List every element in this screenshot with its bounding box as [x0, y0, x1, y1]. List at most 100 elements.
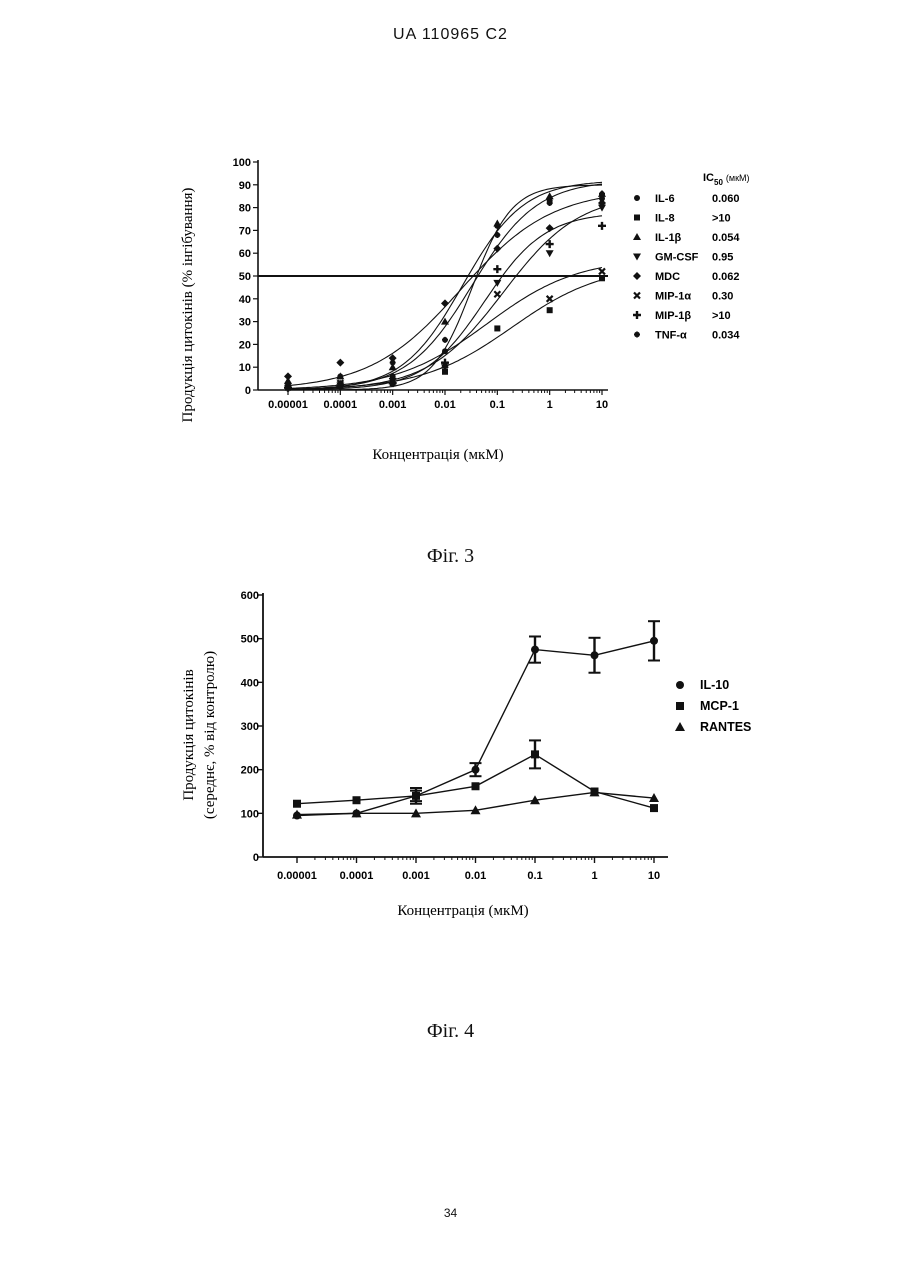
legend-marker — [634, 293, 640, 299]
y-tick-label: 600 — [241, 590, 259, 602]
figure-3-chart: 01020304050607080901000.000010.00010.001… — [0, 0, 901, 520]
legend-label: TNF-α — [655, 330, 687, 342]
y-tick-label: 80 — [239, 203, 251, 215]
legend: IC50(мкМ) IL-6 0.060 IL-8 >10 IL-1β 0.054 GM-CS… — [633, 172, 750, 342]
x-tick-label: 0.01 — [434, 399, 455, 411]
legend-label: MIP-1α — [655, 291, 691, 303]
legend-marker — [634, 195, 640, 201]
legend-label: IL-6 — [655, 193, 675, 205]
data-point — [442, 337, 448, 343]
legend-ic50: >10 — [712, 213, 731, 225]
data-point — [412, 792, 420, 800]
data-point — [493, 265, 501, 273]
x-tick-label: 0.00001 — [268, 399, 308, 411]
legend-header-sub: 50 — [714, 178, 723, 187]
figure-4-chart: 01002003004005006000.000010.00010.0010.0… — [0, 560, 901, 940]
data-point — [353, 796, 361, 804]
data-point — [591, 651, 599, 659]
x-tick-label: 0.001 — [402, 870, 430, 882]
x-axis-title: Концентрація (мкМ) — [397, 903, 528, 919]
series-2 — [284, 182, 606, 389]
data-point — [531, 750, 539, 758]
y-axis-title-line2: (середнє, % від контролю) — [202, 651, 218, 819]
x-tick-label: 0.1 — [490, 399, 505, 411]
legend-marker — [633, 272, 641, 280]
y-tick-label: 100 — [233, 157, 251, 169]
y-tick-label: 90 — [239, 180, 251, 192]
legend-ic50: 0.060 — [712, 193, 740, 205]
y-tick-label: 50 — [239, 271, 251, 283]
y-axis-title-line1: Продукція цитокінів — [181, 669, 197, 800]
x-tick-label: 0.00001 — [277, 870, 317, 882]
x-tick-label: 0.1 — [527, 870, 542, 882]
legend-label: MDC — [655, 271, 680, 283]
legend-marker — [676, 702, 684, 710]
x-tick-label: 0.001 — [379, 399, 407, 411]
x-tick-label: 1 — [547, 399, 553, 411]
data-point — [441, 299, 449, 307]
y-tick-label: 500 — [241, 634, 259, 646]
x-tick-label: 10 — [648, 870, 660, 882]
legend-label: MCP-1 — [700, 699, 739, 713]
y-tick-label: 10 — [239, 362, 251, 374]
fit-curve — [288, 184, 602, 389]
data-point — [284, 372, 292, 380]
legend-label: IL-10 — [700, 678, 729, 692]
figure-4-caption: Фіг. 4 — [0, 1020, 901, 1043]
legend-header-unit: (мкМ) — [726, 173, 750, 183]
legend-marker — [634, 215, 640, 221]
x-tick-label: 0.0001 — [324, 399, 358, 411]
data-point — [599, 275, 605, 281]
legend-marker — [675, 722, 685, 731]
data-point — [472, 782, 480, 790]
data-point — [494, 291, 500, 297]
data-point — [531, 646, 539, 654]
data-point — [390, 360, 396, 366]
legend-marker — [633, 254, 641, 261]
data-point — [336, 359, 344, 367]
data-point — [547, 296, 553, 302]
legend-marker — [634, 332, 640, 338]
data-point — [650, 637, 658, 645]
fit-curve — [288, 198, 602, 386]
legend-ic50: 0.30 — [712, 291, 733, 303]
y-tick-label: 0 — [253, 852, 259, 864]
data-point — [598, 222, 606, 230]
x-tick-label: 1 — [591, 870, 597, 882]
series-2 — [292, 787, 659, 818]
y-tick-label: 200 — [241, 765, 259, 777]
data-point — [293, 800, 301, 808]
data-point — [493, 220, 501, 227]
y-tick-label: 20 — [239, 339, 251, 351]
y-axis-title: Продукція цитокінів (% інгібування) — [180, 188, 196, 423]
series-1 — [285, 275, 605, 390]
legend-label: IL-8 — [655, 213, 675, 225]
legend-label: IL-1β — [655, 232, 682, 244]
y-tick-label: 30 — [239, 317, 251, 329]
y-tick-label: 300 — [241, 721, 259, 733]
series-4 — [284, 198, 606, 386]
x-axis-title: Концентрація (мкМ) — [372, 447, 503, 463]
legend-ic50: 0.062 — [712, 271, 740, 283]
legend-marker — [633, 233, 641, 240]
data-point — [547, 307, 553, 313]
y-tick-label: 100 — [241, 808, 259, 820]
page-number: 34 — [0, 1206, 901, 1220]
legend: IL-10 MCP-1 RANTES — [675, 678, 751, 734]
y-tick-label: 0 — [245, 385, 251, 397]
y-tick-label: 60 — [239, 248, 251, 260]
legend-header: IC50(мкМ) — [703, 172, 750, 187]
y-tick-label: 400 — [241, 677, 259, 689]
fit-curve — [288, 182, 602, 389]
data-point — [546, 250, 554, 257]
legend-ic50: 0.95 — [712, 252, 733, 264]
x-tick-label: 0.0001 — [340, 870, 374, 882]
legend-label: RANTES — [700, 720, 751, 734]
legend-ic50: >10 — [712, 310, 731, 322]
legend-label: GM-CSF — [655, 252, 699, 264]
data-point — [472, 766, 480, 774]
data-point — [599, 268, 605, 274]
y-tick-label: 40 — [239, 294, 251, 306]
legend-ic50: 0.054 — [712, 232, 740, 244]
data-point — [650, 804, 658, 812]
